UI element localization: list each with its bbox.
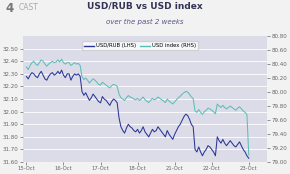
USD index (RHS) bbox=[177, 97, 180, 99]
Line: USD/RUB (LHS): USD/RUB (LHS) bbox=[26, 70, 249, 158]
USD/RUB (LHS) bbox=[234, 146, 238, 148]
USD index (RHS) bbox=[25, 66, 28, 68]
USD index (RHS) bbox=[121, 98, 124, 100]
Text: CAST: CAST bbox=[19, 3, 39, 12]
USD index (RHS) bbox=[60, 58, 63, 60]
USD/RUB (LHS) bbox=[177, 126, 180, 128]
USD/RUB (LHS) bbox=[47, 75, 50, 77]
USD/RUB (LHS) bbox=[60, 69, 63, 71]
Legend: USD/RUB (LHS), USD index (RHS): USD/RUB (LHS), USD index (RHS) bbox=[82, 41, 198, 50]
USD/RUB (LHS) bbox=[247, 157, 251, 159]
USD/RUB (LHS) bbox=[78, 75, 82, 77]
USD index (RHS) bbox=[247, 154, 251, 156]
Line: USD index (RHS): USD index (RHS) bbox=[26, 59, 249, 155]
USD/RUB (LHS) bbox=[166, 129, 169, 132]
Text: 4: 4 bbox=[6, 2, 14, 15]
Text: USD/RUB vs USD index: USD/RUB vs USD index bbox=[87, 2, 203, 11]
USD index (RHS) bbox=[234, 109, 238, 111]
Text: over the past 2 weeks: over the past 2 weeks bbox=[106, 19, 184, 25]
USD/RUB (LHS) bbox=[25, 75, 28, 77]
USD index (RHS) bbox=[47, 63, 50, 65]
USD index (RHS) bbox=[166, 98, 169, 100]
USD index (RHS) bbox=[78, 64, 82, 66]
USD/RUB (LHS) bbox=[121, 129, 124, 132]
